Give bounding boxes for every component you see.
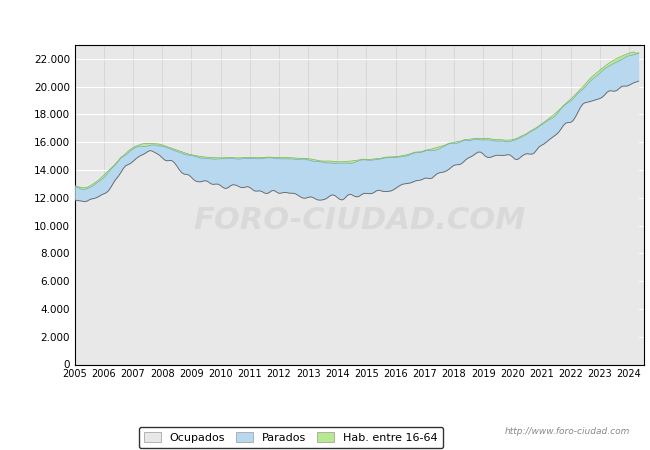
Text: Riba-roja de Túria - Evolucion de la poblacion en edad de Trabajar Mayo de 2024: Riba-roja de Túria - Evolucion de la pob… — [87, 13, 563, 26]
Text: http://www.foro-ciudad.com: http://www.foro-ciudad.com — [505, 428, 630, 436]
Legend: Ocupados, Parados, Hab. entre 16-64: Ocupados, Parados, Hab. entre 16-64 — [138, 427, 443, 448]
Text: FORO-CIUDAD.COM: FORO-CIUDAD.COM — [193, 206, 525, 235]
